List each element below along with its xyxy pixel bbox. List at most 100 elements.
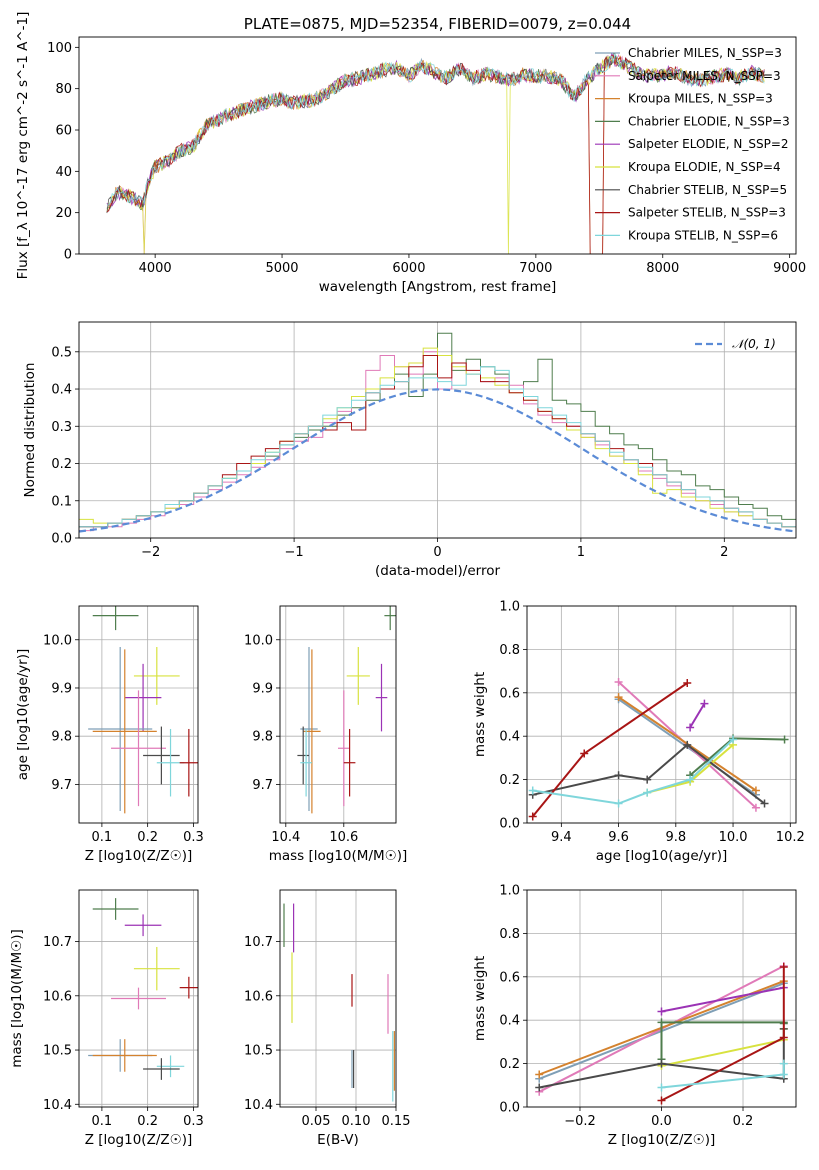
y-tick-label: 1.0 xyxy=(499,884,520,899)
weight-series-line xyxy=(539,1028,785,1089)
weight-marker xyxy=(528,812,537,821)
x-axis-label: Z [log10(Z/Z☉)] xyxy=(85,1132,193,1148)
weight-marker xyxy=(614,693,623,702)
spectrum-line xyxy=(106,53,765,254)
y-tick-label: 20 xyxy=(55,206,72,221)
panel-age-vs-mass: 10.4 10.6 9.7 9.8 9.9 10.0 mass [log10(M/M☉)] xyxy=(244,605,407,864)
y-axis-label: mass weight xyxy=(472,956,488,1041)
legend-entry: Salpeter ELODIE, N_SSP=2 xyxy=(628,137,789,151)
weight-marker xyxy=(700,699,709,708)
y-tick-label: 0.4 xyxy=(499,1014,520,1029)
axes-frame xyxy=(526,889,797,1108)
x-tick-label: 0.2 xyxy=(733,1114,754,1129)
errorbar-point xyxy=(338,690,350,807)
x-tick-label: 9.6 xyxy=(608,830,629,845)
y-tick-label: 10.4 xyxy=(244,1098,273,1113)
y-tick-label: 9.7 xyxy=(51,778,72,793)
errorbar-point xyxy=(343,728,356,797)
weight-marker xyxy=(643,775,652,784)
weight-marker xyxy=(643,788,652,797)
spectrum-line xyxy=(106,54,765,254)
weight-marker xyxy=(580,749,589,758)
plot-area xyxy=(297,606,396,814)
x-tick-label: 7000 xyxy=(519,261,552,276)
x-tick-label: 5000 xyxy=(265,261,298,276)
y-tick-label: 10.6 xyxy=(43,989,72,1004)
y-tick-label: 0.0 xyxy=(499,1101,520,1116)
panel-mass-vs-ebv: 0.05 0.10 0.15 10.4 10.5 10.6 10.7 E(B-V) xyxy=(244,889,411,1148)
errorbar-point xyxy=(143,1058,180,1080)
weight-marker xyxy=(751,803,760,812)
y-tick-label: 40 xyxy=(55,165,72,180)
y-tick-label: 0.0 xyxy=(499,817,520,832)
x-axis-label: age [log10(age/yr)] xyxy=(596,848,728,864)
chart-title: PLATE=0875, MJD=52354, FIBERID=0079, z=0… xyxy=(244,15,631,33)
errorbar-point xyxy=(88,646,153,811)
axes-frame xyxy=(279,605,397,824)
errorbar-point xyxy=(179,976,198,999)
legend-entry: Chabrier ELODIE, N_SSP=3 xyxy=(628,114,790,128)
panel-mass-vs-Z: 0.1 0.2 0.3 10.4 10.5 10.6 10.7 Z [log10(Z/Z☉)]… xyxy=(9,889,204,1148)
x-tick-label: 9000 xyxy=(773,261,806,276)
errorbar-point xyxy=(111,987,166,1010)
y-tick-label: 10.7 xyxy=(244,935,273,950)
y-tick-label: 0.8 xyxy=(499,643,520,658)
weight-marker xyxy=(683,740,692,749)
errorbar-point xyxy=(179,728,198,797)
legend-entry: Kroupa MILES, N_SSP=3 xyxy=(628,92,773,106)
x-tick-label: −2 xyxy=(141,545,160,560)
y-tick-label: 10.5 xyxy=(43,1044,72,1059)
y-tick-label: 9.8 xyxy=(252,730,273,745)
axes-frame xyxy=(526,605,797,824)
x-tick-label: 2 xyxy=(720,545,728,560)
x-tick-label: 8000 xyxy=(646,261,679,276)
weight-marker xyxy=(535,1083,544,1092)
y-tick-label: 10.6 xyxy=(244,989,273,1004)
y-tick-label: 0.2 xyxy=(51,457,72,472)
legend-entry: Chabrier MILES, N_SSP=3 xyxy=(628,46,782,60)
spectrum-line xyxy=(106,56,765,254)
weight-series-line xyxy=(661,1063,785,1089)
weight-marker xyxy=(683,679,692,688)
y-tick-label: 10.5 xyxy=(244,1044,273,1059)
legend-entry: Salpeter MILES, N_SSP=3 xyxy=(628,69,781,83)
errorbar-point xyxy=(375,663,388,732)
legend-entry: Kroupa STELIB, N_SSP=6 xyxy=(628,228,778,242)
axes-frame xyxy=(78,36,797,255)
errorbar-point xyxy=(133,946,180,991)
y-axis-label: mass weight xyxy=(472,672,488,757)
plot-area xyxy=(535,961,788,1105)
errorbar-point xyxy=(111,690,166,807)
y-tick-label: 10.7 xyxy=(43,935,72,950)
weight-marker xyxy=(686,775,695,784)
plot-area xyxy=(79,332,796,533)
x-tick-label: 4000 xyxy=(139,261,172,276)
errorbar-point xyxy=(384,606,396,631)
errorbar-point xyxy=(133,646,180,705)
y-axis-label: Flux [f_λ 10^-17 erg cm^-2 s^-1 A^-1] xyxy=(15,12,31,280)
y-tick-label: 0.2 xyxy=(499,1057,520,1072)
x-tick-label: 0.1 xyxy=(92,830,113,845)
weight-marker xyxy=(780,735,789,744)
errorbar-point xyxy=(92,649,157,814)
legend-entry: 𝒩(0, 1) xyxy=(732,337,776,351)
x-tick-label: 10.0 xyxy=(719,830,748,845)
y-tick-label: 1.0 xyxy=(499,600,520,615)
x-axis-label: Z [log10(Z/Z☉)] xyxy=(85,848,193,864)
y-tick-label: 0.8 xyxy=(499,927,520,942)
legend: Chabrier MILES, N_SSP=3 Salpeter MILES, N… xyxy=(595,46,790,242)
x-tick-label: 0.15 xyxy=(382,1114,411,1129)
x-tick-label: 0.05 xyxy=(302,1114,331,1129)
weight-marker xyxy=(779,1059,788,1068)
x-axis-label: (data-model)/error xyxy=(375,563,501,579)
y-tick-label: 10.0 xyxy=(43,633,72,648)
legend-entry: Kroupa ELODIE, N_SSP=4 xyxy=(628,160,781,174)
plot-area xyxy=(283,903,395,1102)
y-tick-label: 0.0 xyxy=(51,532,72,547)
weight-marker xyxy=(657,1096,666,1105)
weight-marker xyxy=(614,799,623,808)
x-tick-label: 0.2 xyxy=(137,830,158,845)
weight-series-line xyxy=(661,986,784,1013)
panel-residuals: −2 −1 0 1 2 0.0 0.1 0.2 0.3 0.4 0.5 (data-model)/er… xyxy=(22,321,797,579)
axes-frame xyxy=(78,605,199,824)
